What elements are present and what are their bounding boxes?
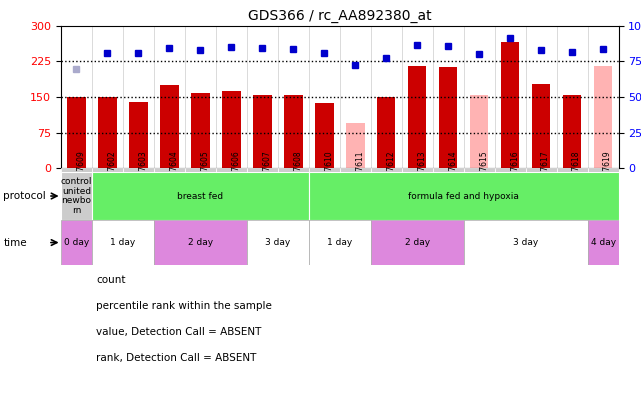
Bar [154, 168, 185, 172]
Bar [309, 172, 619, 220]
Text: GSM7607: GSM7607 [262, 150, 271, 187]
Bar [501, 42, 519, 168]
Text: 3 day: 3 day [513, 238, 538, 247]
Bar [92, 172, 309, 220]
Text: 0 day: 0 day [63, 238, 89, 247]
Bar [346, 123, 365, 168]
Bar [247, 220, 309, 265]
Bar [247, 168, 278, 172]
Text: 1 day: 1 day [327, 238, 353, 247]
Bar [402, 168, 433, 172]
Bar [408, 66, 426, 168]
Text: protocol: protocol [3, 191, 46, 201]
Bar [463, 168, 495, 172]
Bar [154, 220, 247, 265]
Bar [185, 168, 216, 172]
Text: 3 day: 3 day [265, 238, 290, 247]
Bar [439, 67, 458, 168]
Bar [253, 95, 272, 168]
Bar [123, 168, 154, 172]
Bar [377, 97, 395, 168]
Bar [370, 168, 402, 172]
Text: control
united
newbo
rn: control united newbo rn [61, 177, 92, 215]
Text: breast fed: breast fed [178, 192, 223, 200]
Text: GSM7606: GSM7606 [231, 150, 240, 187]
Text: percentile rank within the sample: percentile rank within the sample [96, 301, 272, 311]
Text: 4 day: 4 day [590, 238, 615, 247]
Text: GSM7618: GSM7618 [572, 150, 581, 187]
Bar [61, 172, 92, 220]
Bar [309, 220, 370, 265]
Bar [309, 168, 340, 172]
Bar [278, 168, 309, 172]
Text: GSM7604: GSM7604 [169, 150, 178, 187]
Text: GSM7617: GSM7617 [541, 150, 550, 187]
Text: GSM7605: GSM7605 [200, 150, 210, 187]
Bar [61, 220, 92, 265]
Text: GSM7612: GSM7612 [386, 150, 395, 187]
Bar [67, 97, 86, 168]
Text: formula fed and hypoxia: formula fed and hypoxia [408, 192, 519, 200]
Bar [495, 168, 526, 172]
Text: time: time [3, 238, 27, 248]
Bar [315, 103, 333, 168]
Bar [340, 168, 370, 172]
Bar [563, 95, 581, 168]
Bar [67, 135, 86, 168]
Text: GSM7619: GSM7619 [603, 150, 612, 187]
Bar [191, 93, 210, 168]
Text: GSM7613: GSM7613 [417, 150, 426, 187]
Bar [98, 97, 117, 168]
Bar [61, 168, 92, 172]
Text: GSM7614: GSM7614 [448, 150, 457, 187]
Text: GSM7609: GSM7609 [76, 150, 85, 187]
Text: 1 day: 1 day [110, 238, 135, 247]
Bar [92, 220, 154, 265]
Text: GSM7615: GSM7615 [479, 150, 488, 187]
Text: GSM7603: GSM7603 [138, 150, 147, 187]
Bar [588, 220, 619, 265]
Text: GSM7608: GSM7608 [294, 150, 303, 187]
Text: GSM7602: GSM7602 [108, 150, 117, 187]
Bar [532, 84, 551, 168]
Bar [284, 95, 303, 168]
Bar [433, 168, 463, 172]
Text: GSM7610: GSM7610 [324, 150, 333, 187]
Title: GDS366 / rc_AA892380_at: GDS366 / rc_AA892380_at [248, 10, 431, 23]
Bar [556, 168, 588, 172]
Bar [594, 66, 612, 168]
Text: value, Detection Call = ABSENT: value, Detection Call = ABSENT [96, 327, 262, 337]
Bar [222, 91, 240, 168]
Text: 2 day: 2 day [188, 238, 213, 247]
Bar [470, 95, 488, 168]
Bar [92, 168, 123, 172]
Bar [216, 168, 247, 172]
Bar [370, 220, 463, 265]
Bar [160, 85, 179, 168]
Text: GSM7616: GSM7616 [510, 150, 519, 187]
Text: GSM7611: GSM7611 [355, 150, 364, 187]
Bar [463, 220, 588, 265]
Text: rank, Detection Call = ABSENT: rank, Detection Call = ABSENT [96, 352, 256, 363]
Text: 2 day: 2 day [404, 238, 429, 247]
Bar [526, 168, 556, 172]
Text: count: count [96, 275, 126, 286]
Bar [588, 168, 619, 172]
Bar [129, 102, 147, 168]
